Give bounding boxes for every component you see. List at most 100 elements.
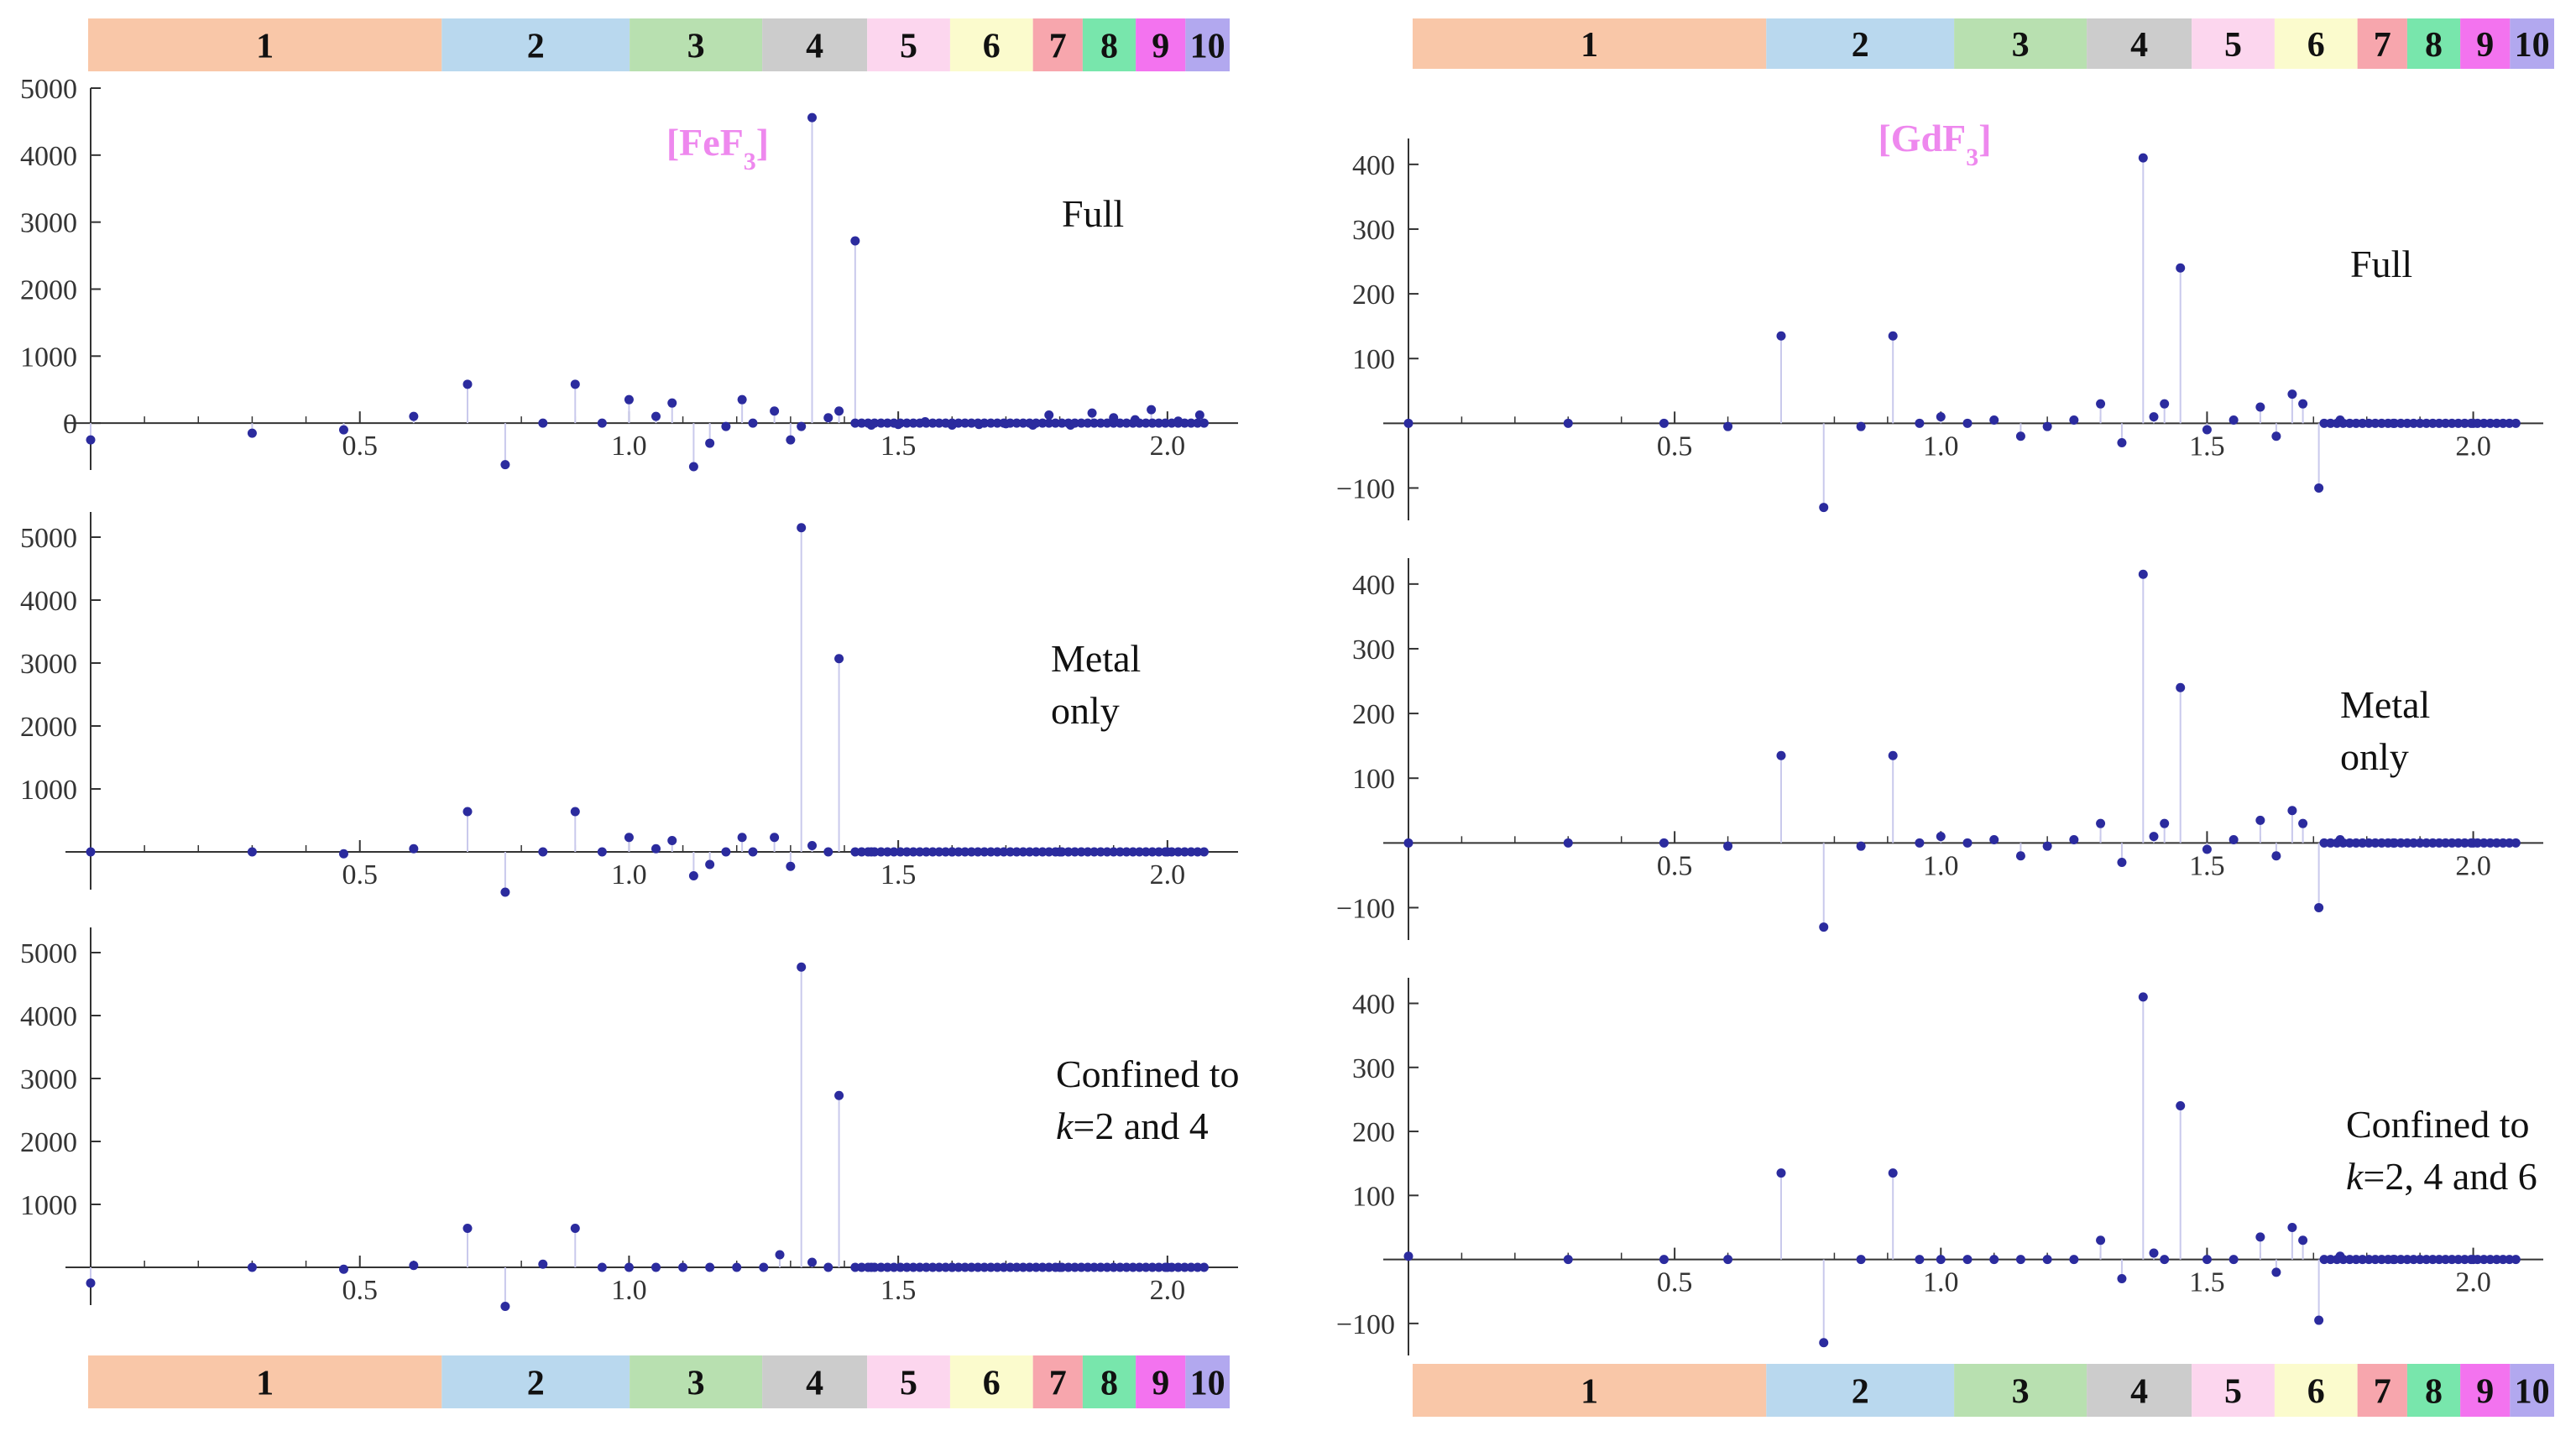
data-point-tail	[1050, 1262, 1060, 1272]
shell-segment-6	[949, 18, 1033, 71]
data-point-tail	[876, 847, 886, 857]
shell-label-2: 2	[1852, 26, 1869, 65]
data-point	[500, 887, 510, 897]
data-point	[570, 807, 580, 817]
compound-label: [FeF3]	[666, 121, 769, 175]
shell-segment-8	[2406, 1364, 2461, 1417]
x-tick-label: 2.0	[2455, 850, 2491, 881]
data-point-tail	[2409, 418, 2419, 428]
shell-segment-5	[2192, 1364, 2275, 1417]
x-tick-label: 1.0	[611, 431, 647, 462]
shell-segment-4	[762, 1355, 868, 1408]
data-point-tail	[882, 1262, 892, 1272]
data-point-tail	[2473, 418, 2483, 428]
data-point-tail	[889, 418, 899, 428]
data-point-tail	[1173, 847, 1183, 857]
data-point-tail	[1057, 418, 1067, 428]
data-point-tail	[2441, 1255, 2451, 1265]
panel-annotation: k=2 and 4	[1056, 1105, 1209, 1147]
data-point	[500, 460, 510, 470]
data-point-tail	[870, 847, 880, 857]
panel-left-bottom: 0.5 1.0 1.5 2.0 5000 4000 3000 2000 1000 Confined…	[20, 927, 1239, 1311]
data-point	[834, 406, 844, 416]
data-point	[2042, 841, 2052, 851]
data-point-tail	[2453, 838, 2464, 848]
data-point-tail	[2390, 418, 2400, 428]
data-point-tail	[960, 847, 970, 857]
data-point-tail	[2459, 418, 2469, 428]
data-point-tail	[2466, 838, 2476, 848]
data-point-tail	[1011, 847, 1022, 857]
data-point	[2117, 857, 2127, 867]
data-point-tail	[960, 1262, 970, 1272]
data-point-tail	[985, 847, 995, 857]
x-tick-label: 1.0	[1923, 431, 1959, 462]
y-tick-label: 1000	[20, 1190, 77, 1221]
data-point	[2314, 483, 2324, 493]
data-point	[2202, 425, 2212, 435]
data-point-tail	[2479, 418, 2489, 428]
data-point-tail	[2319, 418, 2329, 428]
data-point	[2149, 832, 2159, 842]
data-point-tail	[2447, 418, 2457, 428]
data-point-tail	[2396, 838, 2406, 848]
data-point-tail	[1070, 418, 1080, 428]
data-point-tail	[2466, 418, 2476, 428]
y-tick-label: 1000	[20, 342, 77, 373]
data-point-tail	[2326, 1255, 2336, 1265]
data-point-tail	[2511, 1255, 2521, 1265]
data-point	[705, 1262, 715, 1272]
shell-segment-6	[2274, 1364, 2358, 1417]
data-point-tail	[1160, 847, 1170, 857]
data-point-tail	[1121, 418, 1131, 428]
data-point	[86, 1278, 96, 1288]
shell-segment-5	[867, 1355, 950, 1408]
shell-segment-8	[2406, 18, 2461, 69]
data-point-tail	[915, 1262, 925, 1272]
y-tick-label: 5000	[20, 938, 77, 969]
data-point-tail	[2351, 1255, 2361, 1265]
shell-segment-5	[2192, 18, 2275, 69]
data-point-tail	[2319, 838, 2329, 848]
panel-annotation: Confined to	[2346, 1103, 2529, 1146]
shell-segment-2	[1766, 1364, 1955, 1417]
compound-label: [GdF3]	[1878, 117, 1991, 171]
data-point-tail	[992, 1262, 1002, 1272]
data-point-tail	[1070, 1262, 1080, 1272]
shell-label-3: 3	[2012, 1373, 2030, 1412]
y-tick-label: 400	[1352, 990, 1395, 1021]
data-point-tail	[1115, 418, 1125, 428]
data-point-tail	[870, 1262, 880, 1272]
data-point-tail	[2466, 1255, 2476, 1265]
data-point-tail	[1102, 418, 1112, 428]
shell-label-10: 10	[2515, 26, 2550, 65]
y-tick-label: 4000	[20, 1001, 77, 1032]
shell-segment-3	[630, 18, 763, 71]
data-point	[2314, 1315, 2324, 1325]
data-point-tail	[2396, 1255, 2406, 1265]
shell-segment-10	[2510, 1364, 2554, 1417]
data-point-tail	[1037, 847, 1048, 857]
data-point-tail	[2434, 1255, 2444, 1265]
panel-left-middle: 0.5 1.0 1.5 2.0 5000 4000 3000 2000 1000 Metal onl…	[20, 512, 1238, 897]
data-point-tail	[2364, 418, 2374, 428]
data-point	[538, 1259, 548, 1269]
data-point-tail	[2434, 418, 2444, 428]
data-point	[688, 871, 698, 880]
shell-label-10: 10	[1190, 28, 1225, 66]
data-point	[786, 435, 796, 445]
data-point-tail	[2319, 1255, 2329, 1265]
data-point	[1915, 1255, 1925, 1265]
shell-segment-1	[88, 1355, 442, 1408]
data-point-tail	[2459, 1255, 2469, 1265]
data-point-tail	[901, 1262, 912, 1272]
shell-label-9: 9	[2476, 26, 2494, 65]
data-point-tail	[1186, 847, 1196, 857]
data-point	[2160, 399, 2170, 409]
data-point-tail	[1179, 847, 1189, 857]
data-point	[705, 859, 715, 870]
data-point-tail	[2370, 418, 2380, 428]
data-point	[1723, 421, 1733, 431]
data-point	[786, 861, 796, 871]
shell-segment-3	[630, 1355, 763, 1408]
